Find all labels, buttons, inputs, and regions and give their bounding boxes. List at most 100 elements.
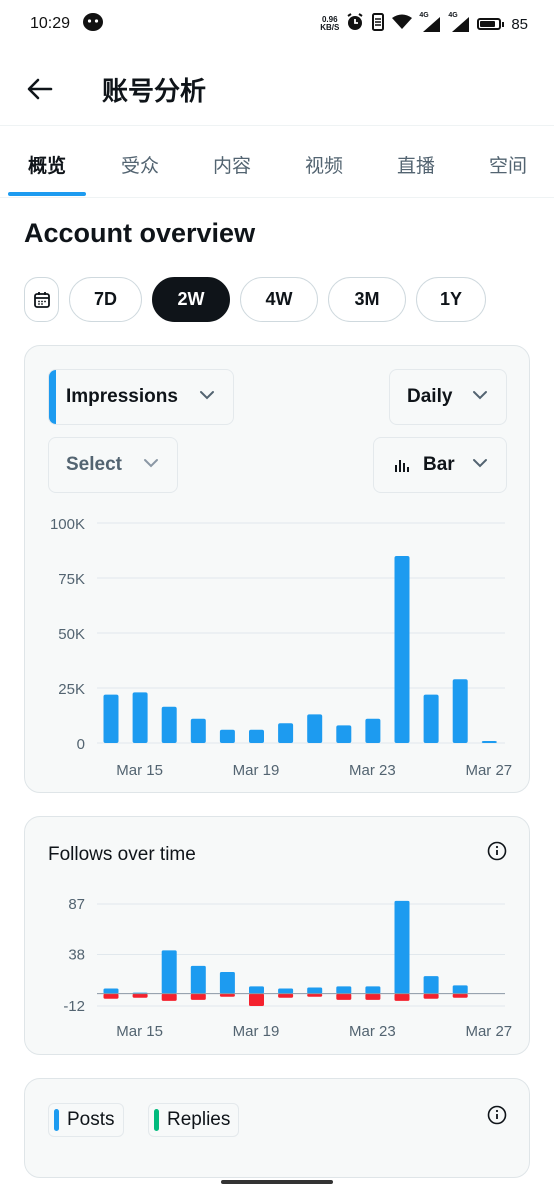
follows-bar[interactable] <box>219 972 235 994</box>
range-chip-2w[interactable]: 2W <box>152 277 230 322</box>
metric-dropdown[interactable]: Impressions <box>48 369 234 425</box>
unfollows-bar[interactable] <box>423 993 439 999</box>
y-tick-label: 75K <box>58 571 85 588</box>
y-tick-label: 0 <box>77 736 85 753</box>
tab-content[interactable]: 内容 <box>186 132 278 196</box>
follows-card-title: Follows over time <box>48 844 196 865</box>
follows-bar[interactable] <box>365 986 381 994</box>
unfollows-bar[interactable] <box>307 993 323 997</box>
range-chip-1y[interactable]: 1Y <box>416 277 486 322</box>
follows-bar[interactable] <box>190 965 206 994</box>
back-button[interactable] <box>20 69 60 109</box>
unfollows-bar[interactable] <box>161 993 177 1001</box>
tab-video[interactable]: 视频 <box>278 132 370 196</box>
impressions-bar[interactable] <box>219 729 235 743</box>
signal-2-label: 4G <box>448 12 458 19</box>
follows-bar[interactable] <box>103 988 119 994</box>
tab-overview[interactable]: 概览 <box>0 132 94 196</box>
network-speed: 0.96 KB/S <box>320 16 339 32</box>
x-tick-label: Mar 23 <box>349 1023 396 1040</box>
calendar-icon <box>33 291 50 308</box>
follows-bar[interactable] <box>278 988 294 994</box>
follows-chart: -12 38 87 Mar 15 Mar 19 Mar 23 Mar 27 <box>63 896 512 1040</box>
wechat-icon <box>82 12 104 37</box>
chevron-down-icon <box>200 391 214 400</box>
network-speed-unit: KB/S <box>320 23 340 32</box>
impressions-bar[interactable] <box>278 723 294 743</box>
follows-bar[interactable] <box>423 976 439 994</box>
legend-posts[interactable]: Posts <box>48 1103 124 1137</box>
impressions-bar[interactable] <box>423 694 439 743</box>
tab-audience[interactable]: 受众 <box>94 132 186 196</box>
follows-bar[interactable] <box>452 985 468 994</box>
y-tick-label: 50K <box>58 626 85 643</box>
bar-chart-icon <box>395 460 409 472</box>
battery-icon <box>477 18 505 30</box>
unfollows-bar[interactable] <box>103 993 119 999</box>
tab-label: 空间 <box>488 155 527 177</box>
impressions-bar[interactable] <box>481 741 497 743</box>
impressions-bar[interactable] <box>452 679 468 743</box>
date-range-selector: 7D 2W 4W 3M 1Y <box>24 277 486 322</box>
follows-card: Follows over time -12 38 87 Mar 15 Mar 19 Mar… <box>24 816 530 1055</box>
interval-dropdown[interactable]: Daily <box>389 369 507 425</box>
unfollows-bar[interactable] <box>132 993 148 998</box>
status-bar: 10:29 0.96 KB/S 4G 4G 85 <box>0 0 554 48</box>
metric-dropdown-label: Impressions <box>66 386 178 407</box>
network-speed-value: 0.96 <box>321 15 338 24</box>
impressions-bar[interactable] <box>190 718 206 743</box>
range-chip-7d[interactable]: 7D <box>69 277 142 322</box>
chart-type-dropdown[interactable]: Bar <box>373 437 507 493</box>
y-tick-label: 87 <box>68 896 85 913</box>
follows-bar[interactable] <box>249 986 264 994</box>
wifi-icon <box>392 14 413 34</box>
info-icon[interactable] <box>487 1105 507 1125</box>
header-divider <box>0 125 554 126</box>
unfollows-bar[interactable] <box>365 993 381 1000</box>
unfollows-bar[interactable] <box>336 993 352 1000</box>
battery-level: 85 <box>511 15 528 33</box>
impressions-bar[interactable] <box>365 718 381 743</box>
impressions-bar[interactable] <box>132 692 148 743</box>
follows-bar[interactable] <box>336 986 352 994</box>
unfollows-bar[interactable] <box>219 993 235 997</box>
follows-bar[interactable] <box>161 950 177 994</box>
x-tick-label: Mar 23 <box>349 762 396 779</box>
impressions-bar[interactable] <box>161 706 177 743</box>
y-tick-label: 38 <box>68 946 85 963</box>
chevron-down-icon <box>473 391 487 400</box>
unfollows-bar[interactable] <box>249 993 264 1006</box>
impressions-bar[interactable] <box>336 725 352 743</box>
unfollows-bar[interactable] <box>278 993 294 998</box>
unfollows-bar[interactable] <box>394 993 410 1001</box>
impressions-bar[interactable] <box>103 694 119 743</box>
range-chip-3m[interactable]: 3M <box>328 277 406 322</box>
back-arrow-icon <box>27 78 53 100</box>
info-icon[interactable] <box>487 841 507 861</box>
chevron-down-icon <box>473 459 487 468</box>
unfollows-bar[interactable] <box>190 993 206 1000</box>
tab-label: 视频 <box>304 155 343 177</box>
legend-posts-label: Posts <box>67 1109 115 1130</box>
impressions-chart: 0 25K 50K 75K 100K Mar 15 Mar 19 Mar 23 Mar 27 <box>50 516 512 779</box>
signal-icon-1: 4G <box>419 12 441 33</box>
x-tick-label: Mar 27 <box>465 762 512 779</box>
tab-live[interactable]: 直播 <box>370 132 462 196</box>
calendar-button[interactable] <box>24 277 59 322</box>
impressions-bar[interactable] <box>249 729 264 743</box>
tab-spaces[interactable]: 空间 <box>462 132 554 196</box>
follows-bar[interactable] <box>307 987 323 994</box>
compare-dropdown[interactable]: Select <box>48 437 178 493</box>
range-chip-4w[interactable]: 4W <box>240 277 318 322</box>
impressions-bar[interactable] <box>307 714 323 743</box>
home-indicator[interactable] <box>221 1180 333 1184</box>
unfollows-bar[interactable] <box>452 993 468 998</box>
y-tick-label: 25K <box>58 681 85 698</box>
follows-bar[interactable] <box>394 900 410 994</box>
tab-bar: 概览 受众 内容 视频 直播 空间 <box>0 132 554 196</box>
impressions-bar[interactable] <box>394 556 410 743</box>
x-tick-label: Mar 19 <box>233 1023 280 1040</box>
tabs-divider <box>0 197 554 198</box>
legend-replies[interactable]: Replies <box>148 1103 240 1137</box>
tab-label: 直播 <box>396 155 435 177</box>
